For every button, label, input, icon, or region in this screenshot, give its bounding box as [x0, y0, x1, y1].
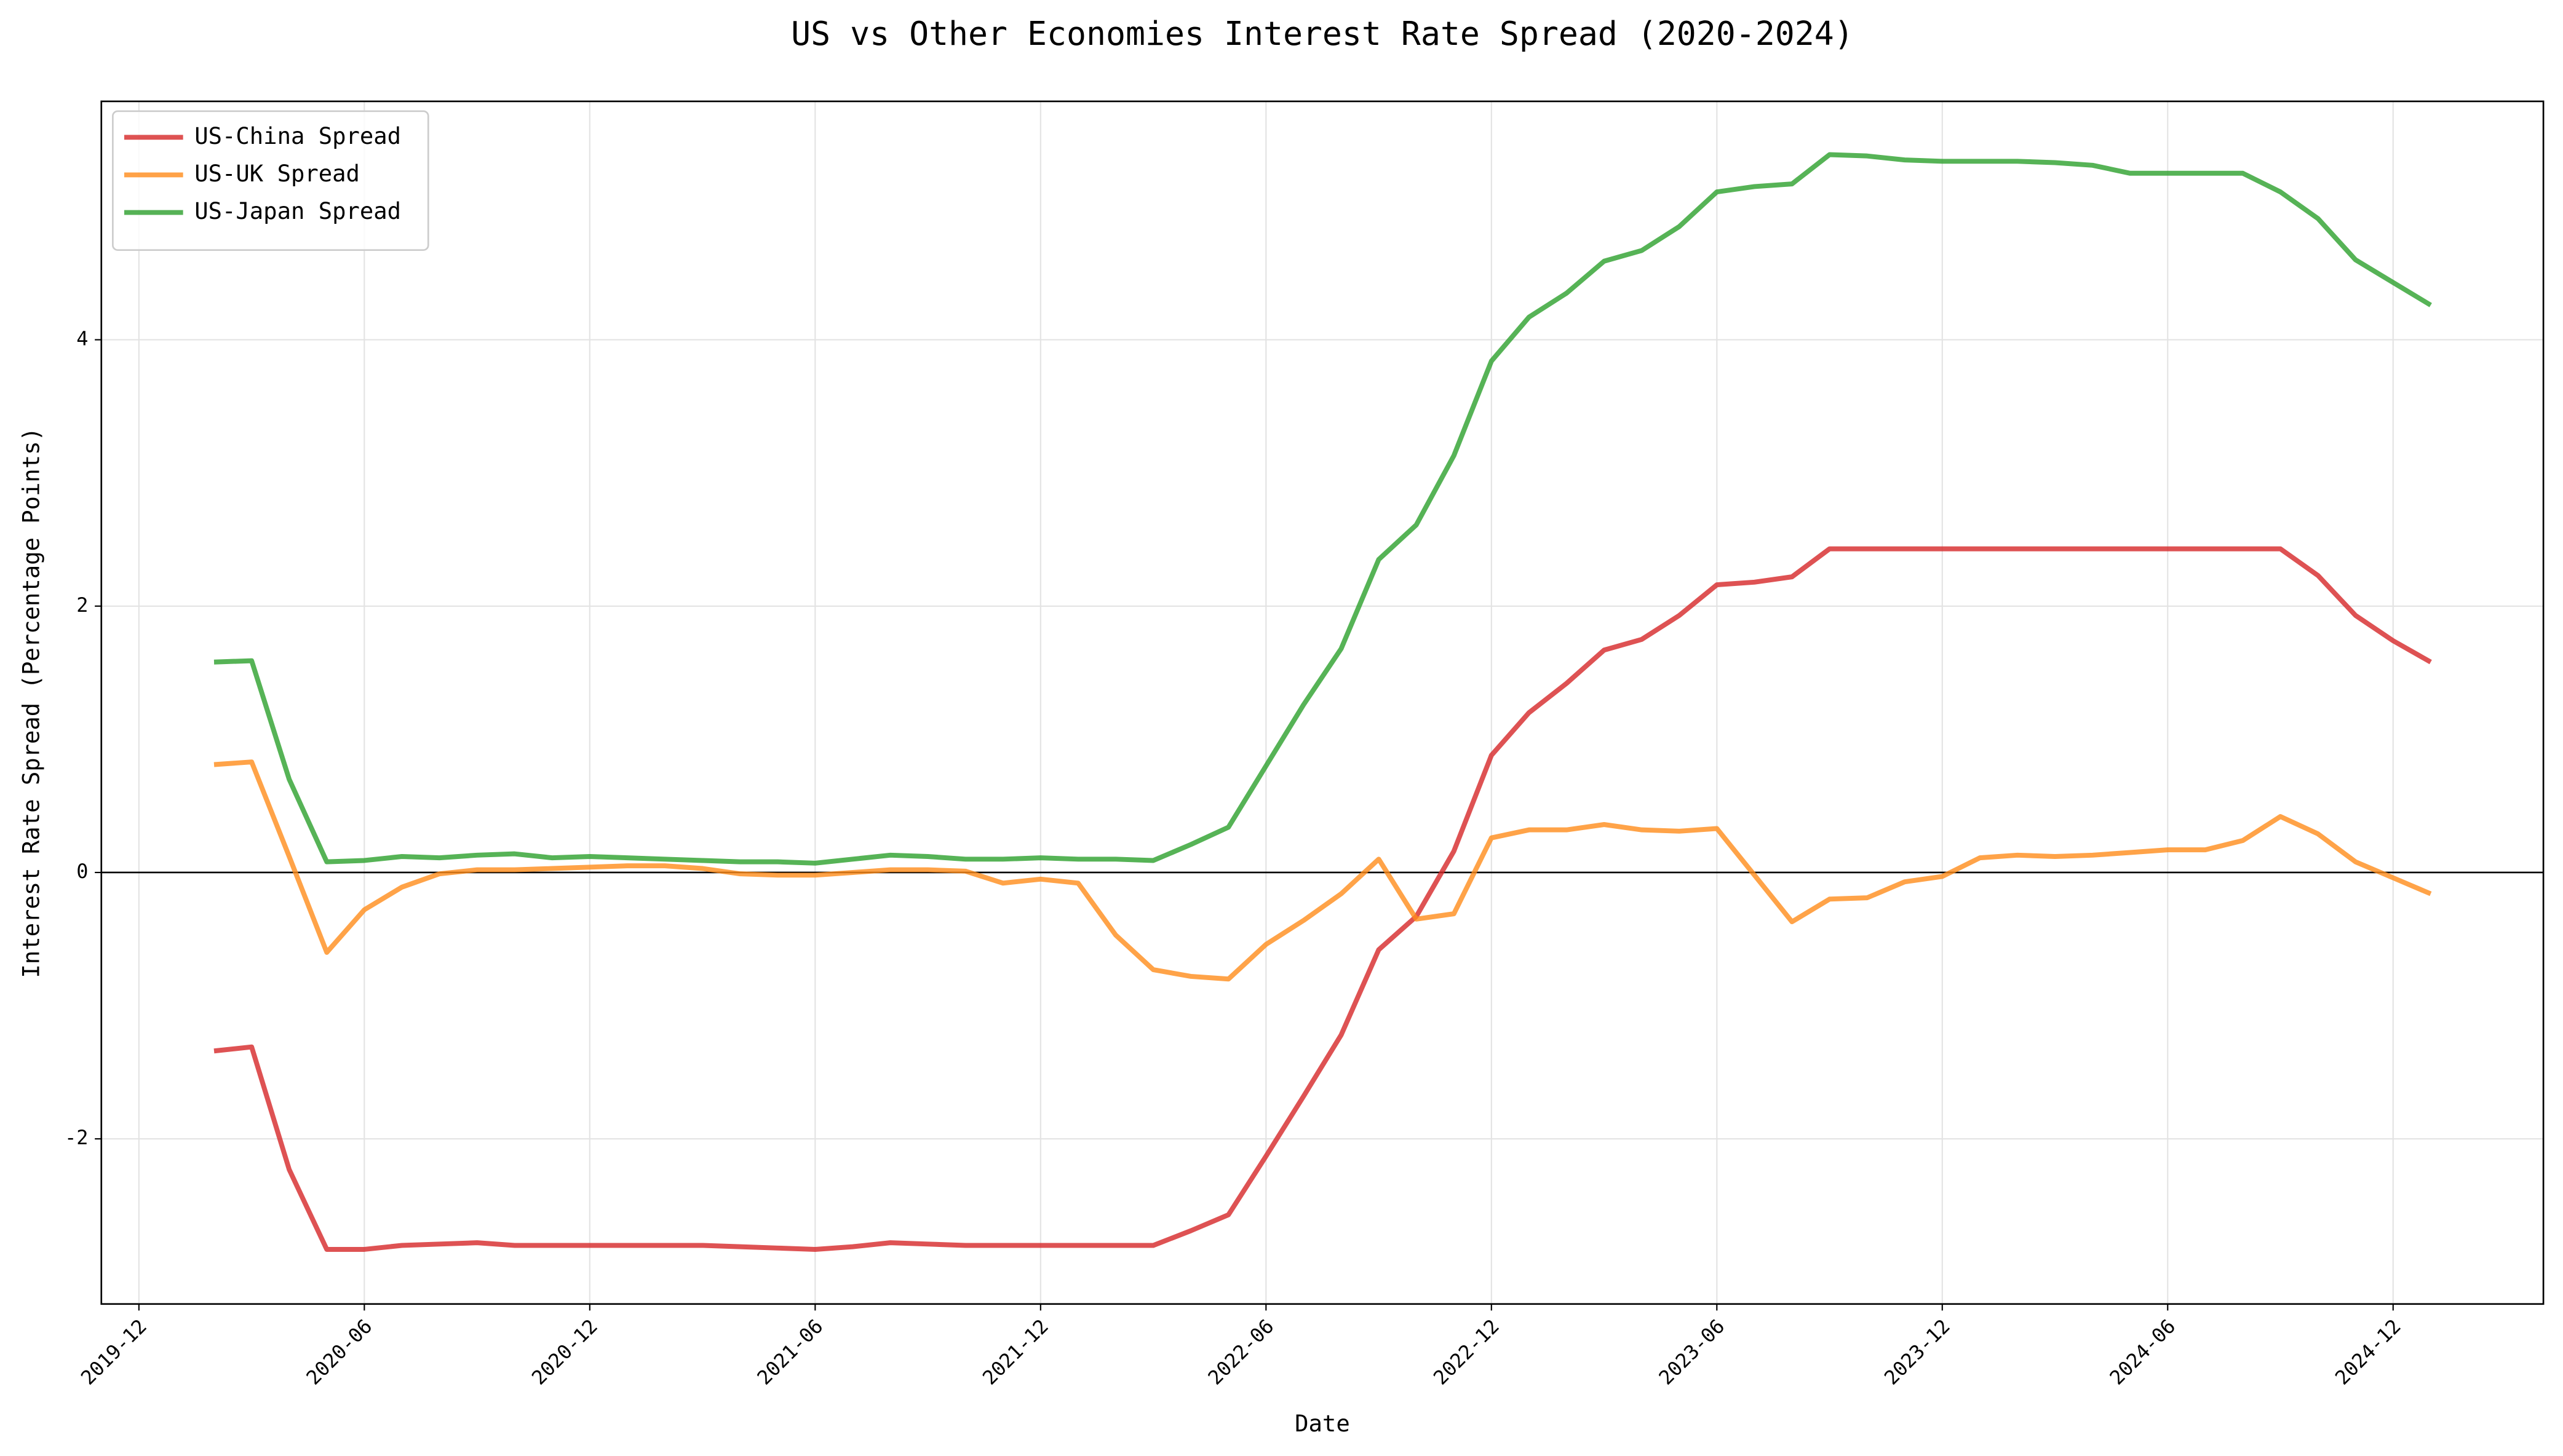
- series-line: [213, 152, 2432, 866]
- legend-box: [112, 110, 429, 251]
- y-tick-label: 4: [76, 327, 88, 350]
- y-axis-label: Interest Rate Spread (Percentage Points): [18, 427, 45, 978]
- y-tick-label: 2: [76, 593, 88, 617]
- legend-label: US-UK Spread: [194, 160, 360, 187]
- legend-label: US-Japan Spread: [194, 197, 401, 224]
- chart-title: US vs Other Economies Interest Rate Spre…: [791, 15, 1854, 53]
- legend-label: US-China Spread: [194, 122, 401, 149]
- series-line: [213, 759, 2432, 982]
- y-tick-label: 0: [76, 860, 88, 883]
- x-axis-label: Date: [1295, 1410, 1350, 1437]
- plot-frame: [100, 100, 2545, 1305]
- series-line: [213, 546, 2432, 1252]
- y-tick-label: -2: [65, 1126, 88, 1149]
